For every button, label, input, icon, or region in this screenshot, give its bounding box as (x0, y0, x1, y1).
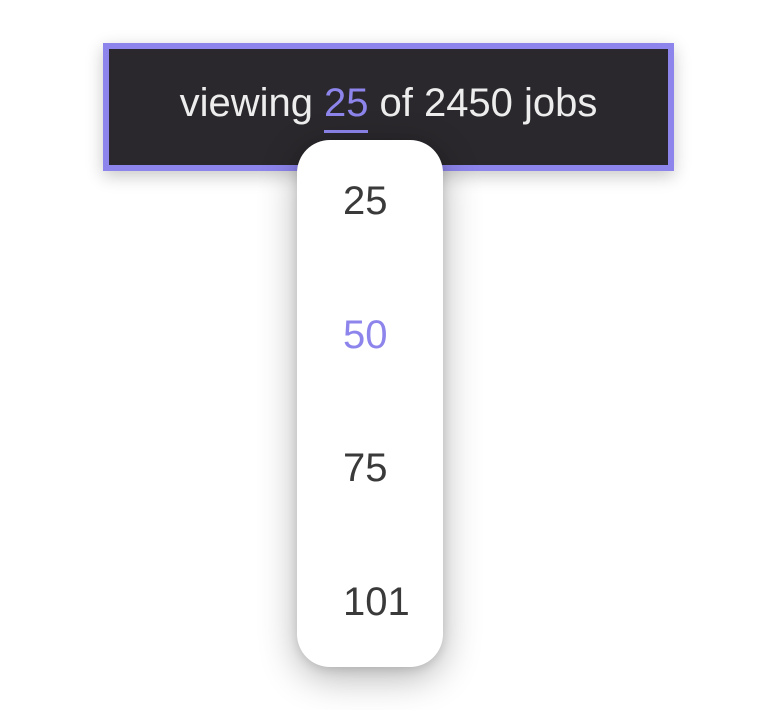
jobs-per-page-menu: 25 50 75 101 (297, 140, 443, 667)
menu-item-101[interactable]: 101 (343, 579, 410, 624)
menu-item-50[interactable]: 50 (343, 312, 388, 357)
jobs-per-page-select[interactable]: 25 (323, 81, 369, 133)
menu-item-75[interactable]: 75 (343, 446, 388, 491)
jobs-summary-suffix: of 2450 jobs (379, 81, 598, 125)
menu-item-25[interactable]: 25 (343, 179, 388, 223)
jobs-summary-text: viewing 25 of 2450 jobs (179, 81, 598, 133)
jobs-summary-prefix: viewing (179, 81, 313, 125)
